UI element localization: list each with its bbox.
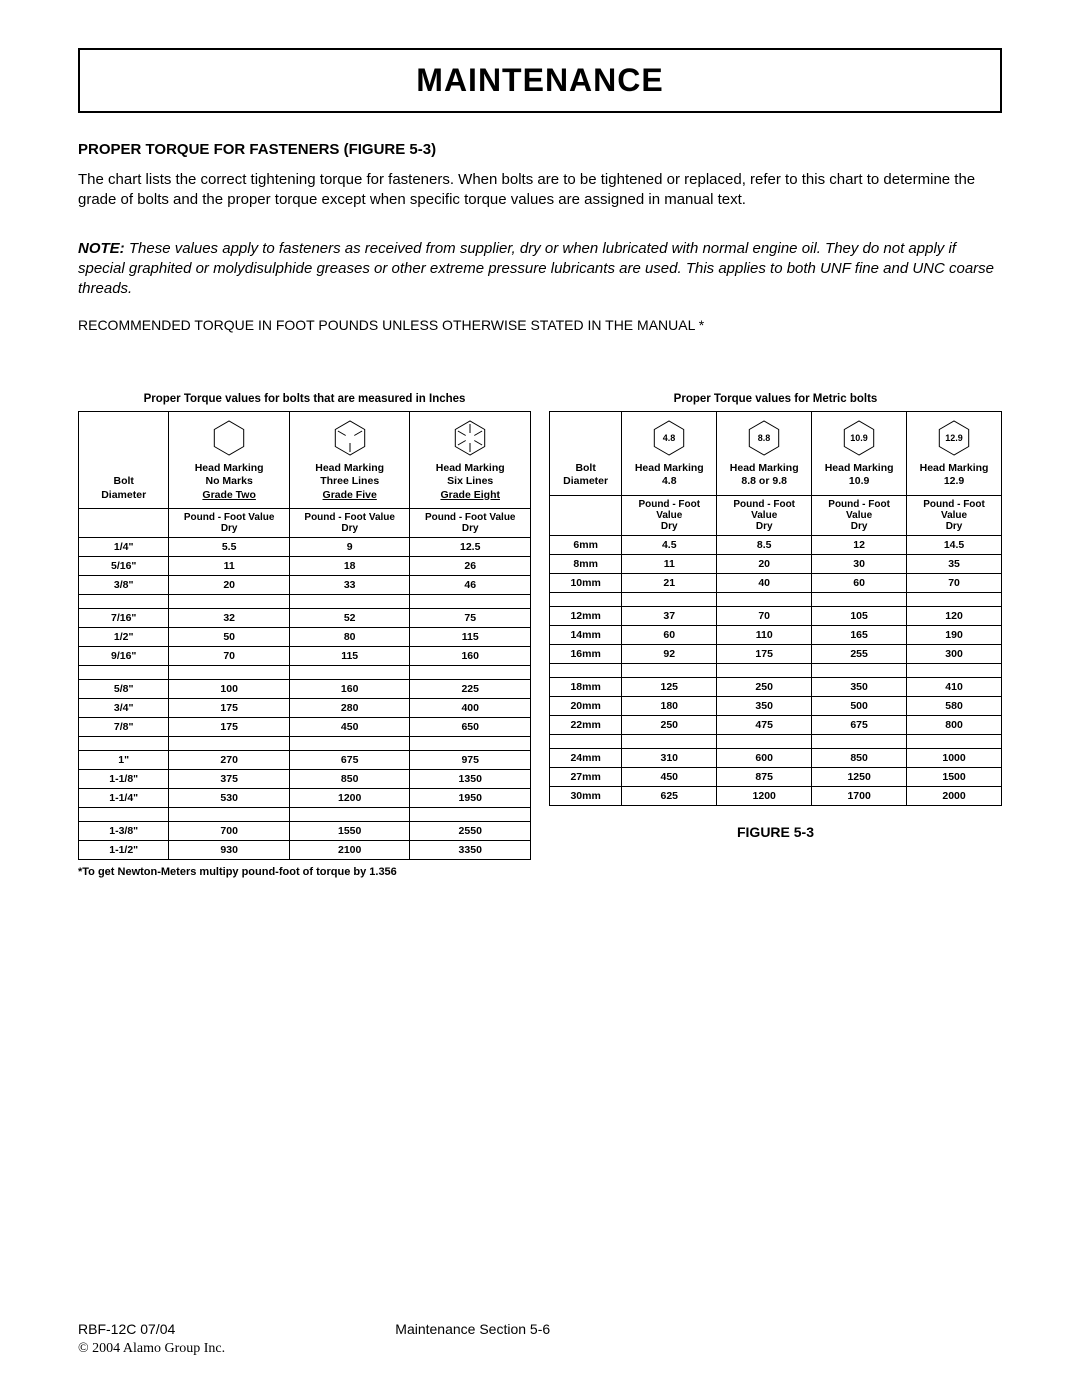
footnote: *To get Newton-Meters multipy pound-foot… [78, 866, 531, 878]
svg-text:12.9: 12.9 [945, 433, 963, 443]
recommended-line: RECOMMENDED TORQUE IN FOOT POUNDS UNLESS… [78, 317, 1002, 333]
body-paragraph: The chart lists the correct tightening t… [78, 170, 1002, 211]
metric-table-caption: Proper Torque values for Metric bolts [549, 393, 1002, 405]
page: MAINTENANCE PROPER TORQUE FOR FASTENERS … [0, 0, 1080, 918]
inch-table-caption: Proper Torque values for bolts that are … [78, 393, 531, 405]
page-title: MAINTENANCE [80, 62, 1000, 99]
svg-text:10.9: 10.9 [850, 433, 868, 443]
title-box: MAINTENANCE [78, 48, 1002, 113]
metric-table: BoltDiameter4.8Head Marking4.88.8Head Ma… [549, 411, 1002, 805]
footer-copyright: © 2004 Alamo Group Inc. [78, 1341, 1002, 1357]
inch-table: BoltDiameterHead MarkingNo MarksGrade Tw… [78, 411, 531, 859]
note-label: NOTE: [78, 240, 125, 257]
tables-row: Proper Torque values for bolts that are … [78, 393, 1002, 877]
metric-table-wrap: Proper Torque values for Metric bolts Bo… [549, 393, 1002, 839]
section-heading: PROPER TORQUE FOR FASTENERS (FIGURE 5-3) [78, 141, 1002, 158]
note-paragraph: NOTE: These values apply to fasteners as… [78, 239, 1002, 300]
figure-label: FIGURE 5-3 [549, 824, 1002, 840]
footer: RBF-12C 07/04 Maintenance Section 5-6 © … [78, 1321, 1002, 1357]
note-body: These values apply to fasteners as recei… [78, 240, 994, 298]
inch-table-wrap: Proper Torque values for bolts that are … [78, 393, 531, 877]
footer-doc: RBF-12C 07/04 [78, 1321, 175, 1337]
footer-section: Maintenance Section 5-6 [395, 1321, 550, 1337]
svg-text:8.8: 8.8 [758, 433, 771, 443]
svg-text:4.8: 4.8 [663, 433, 676, 443]
